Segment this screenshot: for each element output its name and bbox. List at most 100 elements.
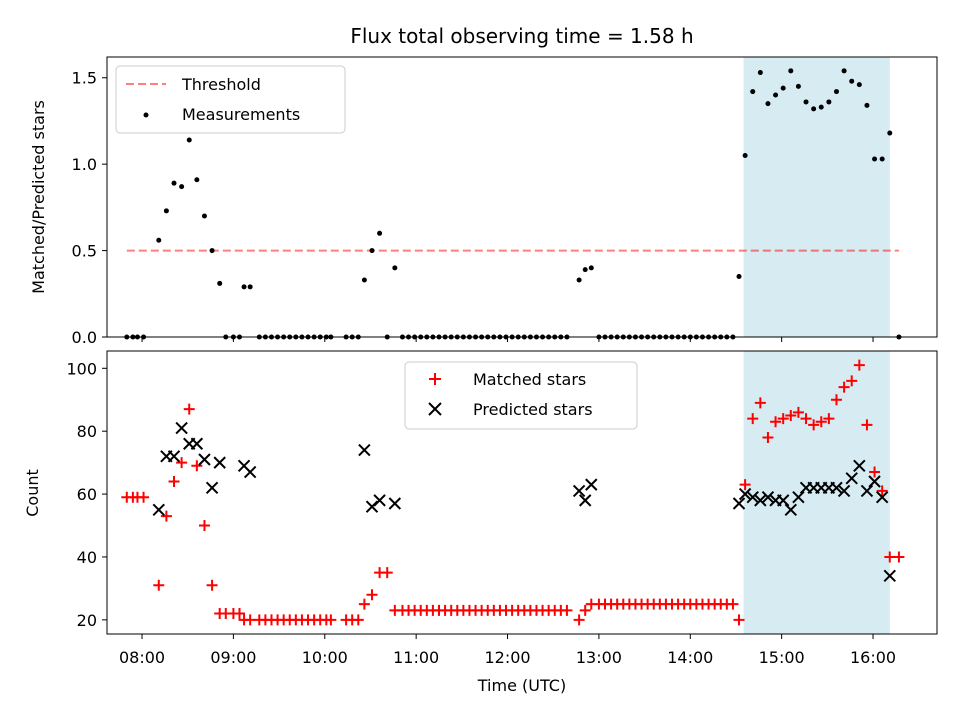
matched-star-point	[381, 567, 393, 579]
measurement-point	[186, 137, 192, 143]
measurement-point	[826, 99, 832, 105]
matched-star-point	[233, 608, 245, 620]
measurement-point	[209, 248, 215, 254]
matched-star-point	[861, 419, 873, 431]
predicted-stars-legend-label: Predicted stars	[473, 400, 593, 419]
ratio-y-axis-label: Matched/Predicted stars	[29, 100, 48, 294]
measurement-point	[179, 184, 185, 190]
count-y-tick-label: 40	[77, 548, 97, 567]
x-axis-label: Time (UTC)	[477, 676, 566, 695]
matched-star-point	[808, 419, 820, 431]
matched-star-point	[830, 394, 842, 406]
count-y-tick-label: 100	[66, 359, 97, 378]
predicted-star-point	[388, 497, 402, 510]
predicted-star-point	[578, 494, 592, 507]
predicted-star-point	[738, 487, 752, 501]
predicted-star-point	[198, 453, 211, 466]
measurement-point	[392, 265, 398, 271]
measurement-point	[377, 230, 383, 236]
predicted-star-point	[860, 484, 874, 498]
predicted-star-point	[761, 491, 775, 504]
x-tick-label: 10:00	[302, 648, 348, 667]
ratio-y-ticks: 0.0 0.5 1.0 1.5	[72, 69, 107, 347]
matched-star-point	[785, 409, 797, 421]
predicted-star-point	[167, 450, 181, 463]
predicted-star-point	[784, 503, 798, 517]
predicted-star-point	[373, 494, 386, 507]
ratio-shaded-region	[743, 57, 890, 337]
measurement-point	[361, 277, 367, 283]
measurement-point	[742, 153, 748, 159]
measurement-point	[588, 265, 594, 271]
ratio-y-tick-label: 1.5	[72, 69, 97, 88]
measurement-point	[201, 213, 207, 219]
measurement-point	[872, 156, 878, 162]
predicted-star-point	[358, 443, 371, 457]
measurement-point	[818, 104, 824, 110]
measurements-legend-label: Measurements	[182, 105, 300, 124]
matched-star-point	[168, 475, 180, 487]
ratio-y-tick-label: 0.5	[72, 242, 97, 261]
x-tick-label: 11:00	[393, 648, 439, 667]
measurement-point	[795, 83, 801, 89]
measurement-point	[833, 89, 839, 95]
ratio-x-ticks	[141, 337, 874, 342]
predicted-star-point	[845, 472, 858, 485]
matched-star-point	[853, 359, 865, 371]
x-tick-label: 16:00	[850, 648, 896, 667]
chart-title: Flux total observing time = 1.58 h	[350, 24, 693, 48]
predicted-star-point	[754, 494, 767, 507]
predicted-star-point	[830, 481, 843, 494]
matched-stars-legend-label: Matched stars	[473, 370, 586, 389]
predicted-star-point	[746, 491, 759, 504]
measurement-point	[765, 101, 771, 107]
matched-star-point	[777, 413, 789, 425]
matched-star-point	[198, 520, 210, 532]
matched-star-point	[191, 460, 203, 472]
predicted-star-point	[572, 484, 586, 498]
predicted-star-point	[853, 459, 866, 472]
x-tick-label: 15:00	[759, 648, 805, 667]
predicted-star-point	[792, 491, 805, 504]
measurement-point	[171, 180, 177, 186]
measurement-point	[241, 284, 247, 290]
matched-star-point	[869, 466, 881, 478]
measurement-point	[757, 70, 763, 76]
measurement-point	[864, 102, 870, 108]
matched-star-point	[770, 416, 782, 428]
matched-star-point	[823, 413, 835, 425]
measurement-point	[750, 89, 756, 95]
matched-star-point	[579, 604, 591, 616]
count-y-axis-label: Count	[23, 469, 42, 517]
measurement-point	[217, 280, 223, 286]
ratio-legend: Threshold Measurements	[115, 65, 346, 134]
ratio-y-tick-label: 1.0	[72, 155, 97, 174]
count-panel: 20 40 60 80 100 08:00 09:00 10:00 11:00 12:00 13:…	[23, 350, 938, 695]
count-axes-frame	[106, 350, 938, 635]
matched-star-point	[747, 413, 759, 425]
matched-star-point	[739, 479, 751, 491]
measurement-point	[856, 82, 862, 88]
matched-star-point	[573, 614, 585, 626]
measurement-point	[849, 78, 855, 84]
matched-star-point	[138, 491, 150, 503]
measurement-point	[156, 237, 162, 243]
x-tick-label: 13:00	[576, 648, 622, 667]
x-tick-label: 08:00	[119, 648, 165, 667]
ratio-legend-box	[115, 65, 346, 134]
predicted-stars-points	[152, 421, 896, 583]
matched-star-point	[800, 413, 812, 425]
predicted-star-point	[732, 497, 746, 510]
ratio-axes-frame	[106, 56, 938, 338]
count-y-tick-label: 60	[77, 485, 97, 504]
measurement-point	[576, 277, 582, 283]
count-x-ticks: 08:00 09:00 10:00 11:00 12:00 13:00 14:00 15:00…	[119, 634, 896, 667]
predicted-star-point	[776, 494, 790, 507]
ratio-panel: 0.0 0.5 1.0 1.5 Matched/Predicted stars Thr…	[29, 56, 938, 347]
x-tick-label: 14:00	[667, 648, 713, 667]
matched-star-point	[754, 397, 766, 409]
matched-star-point	[733, 614, 745, 626]
measurement-point	[194, 177, 200, 183]
threshold-legend-label: Threshold	[181, 75, 261, 94]
